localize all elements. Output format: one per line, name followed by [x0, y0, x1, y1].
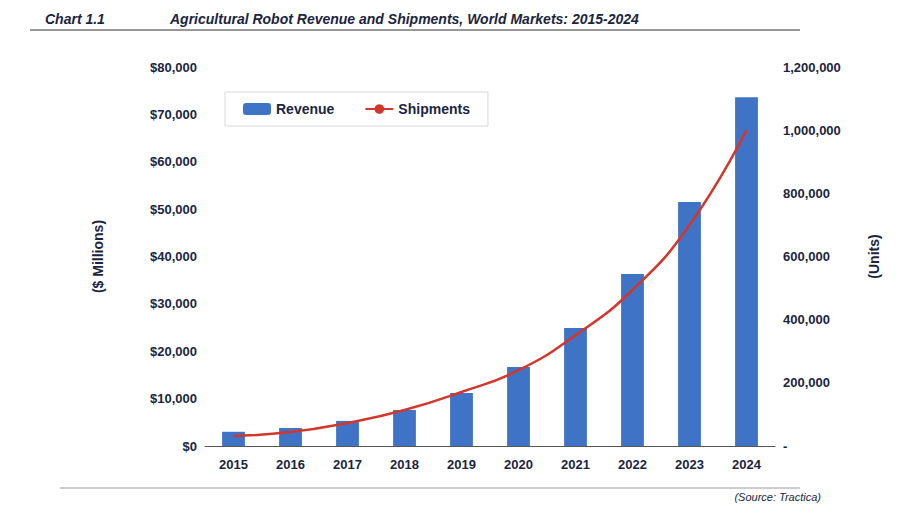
svg-text:2024: 2024	[732, 457, 762, 472]
svg-text:2023: 2023	[675, 457, 704, 472]
svg-text:$40,000: $40,000	[150, 249, 197, 264]
svg-text:$0: $0	[183, 439, 197, 454]
svg-text:$70,000: $70,000	[150, 107, 197, 122]
svg-text:-: -	[783, 439, 787, 454]
svg-text:600,000: 600,000	[783, 249, 830, 264]
svg-text:2016: 2016	[276, 457, 305, 472]
svg-text:1,200,000: 1,200,000	[783, 60, 841, 75]
svg-text:$30,000: $30,000	[150, 296, 197, 311]
svg-text:400,000: 400,000	[783, 312, 830, 327]
svg-text:2015: 2015	[219, 457, 248, 472]
svg-text:(Source: Tractica): (Source: Tractica)	[734, 491, 821, 503]
svg-text:2022: 2022	[618, 457, 647, 472]
svg-text:800,000: 800,000	[783, 186, 830, 201]
svg-text:$80,000: $80,000	[150, 60, 197, 75]
svg-text:Chart 1.1: Chart 1.1	[45, 11, 105, 27]
svg-text:$60,000: $60,000	[150, 154, 197, 169]
svg-text:Agricultural Robot Revenue and: Agricultural Robot Revenue and Shipments…	[169, 11, 639, 27]
svg-text:$50,000: $50,000	[150, 202, 197, 217]
svg-text:$20,000: $20,000	[150, 344, 197, 359]
svg-text:200,000: 200,000	[783, 375, 830, 390]
svg-text:2021: 2021	[561, 457, 590, 472]
svg-text:($ Millions): ($ Millions)	[90, 220, 106, 293]
svg-text:2020: 2020	[504, 457, 533, 472]
svg-text:2017: 2017	[333, 457, 362, 472]
svg-text:2019: 2019	[447, 457, 476, 472]
svg-text:Shipments: Shipments	[398, 101, 470, 117]
svg-text:Revenue: Revenue	[276, 101, 335, 117]
svg-text:$10,000: $10,000	[150, 391, 197, 406]
svg-text:2018: 2018	[390, 457, 419, 472]
svg-text:(Units): (Units)	[866, 234, 882, 278]
svg-text:1,000,000: 1,000,000	[783, 123, 841, 138]
